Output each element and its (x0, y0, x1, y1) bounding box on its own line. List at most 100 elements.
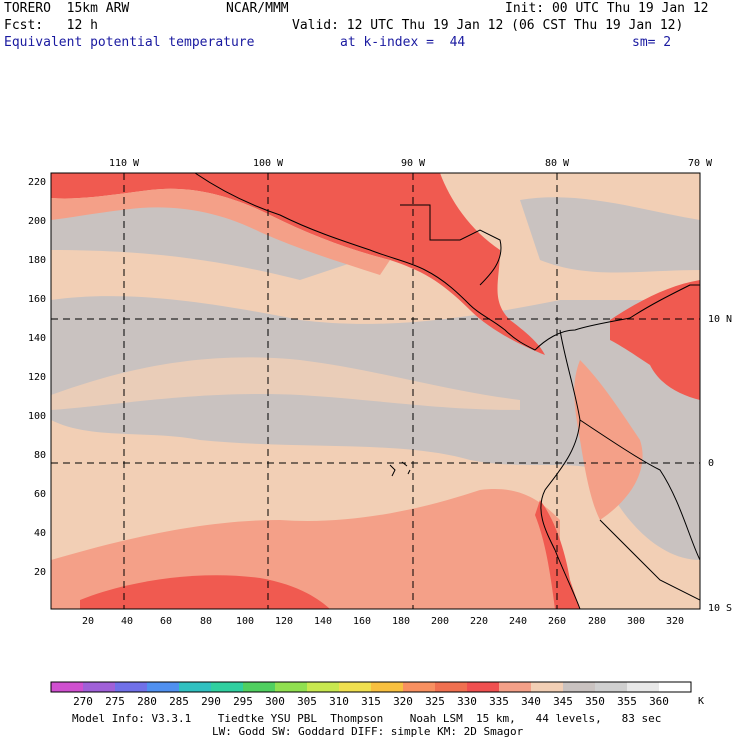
hot-central-america (51, 173, 545, 355)
colorbar (51, 682, 692, 692)
y-tick: 120 (28, 372, 46, 383)
x-tick: 140 (314, 616, 332, 627)
colorbar-label: 300 (265, 695, 285, 708)
colorbar-label: 360 (649, 695, 669, 708)
bottom-ticks: 20 40 60 80 100 120 140 160 180 200 220 … (82, 616, 684, 627)
x-tick: 240 (509, 616, 527, 627)
colorbar-label: 335 (489, 695, 509, 708)
model-title: TORERO 15km ARW (4, 1, 130, 16)
field-plot (51, 173, 700, 609)
colorbar-swatch (371, 682, 404, 692)
y-tick: 60 (34, 489, 46, 500)
y-tick: 220 (28, 177, 46, 188)
colorbar-label: 295 (233, 695, 253, 708)
y-tick: 140 (28, 333, 46, 344)
lon-label: 110 W (109, 158, 140, 169)
colorbar-swatch (179, 682, 212, 692)
left-ticks: 220 200 180 160 140 120 100 80 60 40 20 (28, 177, 46, 578)
colorbar-label: 270 (73, 695, 93, 708)
top-lon-labels: 110 W 100 W 90 W 80 W 70 W (109, 158, 713, 169)
x-tick: 260 (548, 616, 566, 627)
colorbar-swatch (307, 682, 340, 692)
x-tick: 280 (588, 616, 606, 627)
org-label: NCAR/MMM (226, 1, 289, 16)
x-tick: 80 (200, 616, 212, 627)
x-tick: 200 (431, 616, 449, 627)
y-tick: 80 (34, 450, 46, 461)
x-tick: 320 (666, 616, 684, 627)
colorbar-label: 320 (393, 695, 413, 708)
colorbar-label: 350 (585, 695, 605, 708)
colorbar-label: 285 (169, 695, 189, 708)
hot-venezuela (610, 280, 700, 400)
forecast-hour: Fcst: 12 h (4, 18, 98, 33)
lat-label: 10 N (708, 314, 732, 325)
colorbar-swatch (51, 682, 84, 692)
x-tick: 160 (353, 616, 371, 627)
warm-andes (574, 360, 643, 520)
colorbar-swatch (403, 682, 436, 692)
graticule (51, 173, 700, 609)
colorbar-label: 315 (361, 695, 381, 708)
x-tick: 40 (121, 616, 133, 627)
x-tick: 300 (627, 616, 645, 627)
valid-time: Valid: 12 UTC Thu 19 Jan 12 (06 CST Thu … (292, 18, 684, 33)
lat-label: 10 S (708, 603, 732, 614)
colorbar-label: 325 (425, 695, 445, 708)
lat-label: 0 (708, 458, 714, 469)
lon-label: 80 W (545, 158, 570, 169)
colorbar-swatch (243, 682, 276, 692)
y-tick: 160 (28, 294, 46, 305)
colorbar-unit: K (698, 696, 704, 707)
lon-label: 100 W (253, 158, 284, 169)
colorbar-swatch (83, 682, 116, 692)
gray-patch-east (520, 197, 700, 273)
lon-label: 90 W (401, 158, 426, 169)
y-tick: 100 (28, 411, 46, 422)
colorbar-swatch (147, 682, 180, 692)
x-tick: 60 (160, 616, 172, 627)
field-name: Equivalent potential temperature (4, 35, 255, 50)
colorbar-label: 340 (521, 695, 541, 708)
lon-label: 70 W (688, 158, 713, 169)
init-time: Init: 00 UTC Thu 19 Jan 12 (505, 1, 709, 16)
x-tick: 100 (236, 616, 254, 627)
colorbar-label: 330 (457, 695, 477, 708)
colorbar-swatch (467, 682, 500, 692)
colorbar-swatch (627, 682, 660, 692)
colorbar-swatch (275, 682, 308, 692)
colorbar-label: 310 (329, 695, 349, 708)
right-lat-labels: 10 N 0 10 S (708, 314, 732, 614)
colorbar-swatch (531, 682, 564, 692)
x-tick: 120 (275, 616, 293, 627)
gray-patch-north (51, 193, 360, 280)
light-band (51, 357, 520, 410)
x-tick: 220 (470, 616, 488, 627)
y-tick: 20 (34, 567, 46, 578)
colorbar-label: 305 (297, 695, 317, 708)
y-tick: 40 (34, 528, 46, 539)
model-info-line1: Model Info: V3.3.1 Tiedtke YSU PBL Thomp… (72, 712, 662, 725)
colorbar-label: 275 (105, 695, 125, 708)
coastlines (194, 173, 700, 609)
y-tick: 200 (28, 216, 46, 227)
level-info: at k-index = 44 (340, 35, 466, 50)
colorbar-label: 345 (553, 695, 573, 708)
colorbar-swatch (563, 682, 596, 692)
colorbar-label: 290 (201, 695, 221, 708)
colorbar-label: 355 (617, 695, 637, 708)
colorbar-swatch (339, 682, 372, 692)
colorbar-swatch (435, 682, 468, 692)
colorbar-swatch (115, 682, 148, 692)
y-tick: 180 (28, 255, 46, 266)
colorbar-label: 280 (137, 695, 157, 708)
x-tick: 180 (392, 616, 410, 627)
colorbar-frame (50, 681, 692, 693)
colorbar-swatch (211, 682, 244, 692)
model-info-line2: LW: Godd SW: Goddard DIFF: simple KM: 2D… (212, 725, 524, 738)
map-frame (50, 172, 701, 610)
colorbar-swatch (595, 682, 628, 692)
x-tick: 20 (82, 616, 94, 627)
smoothing-info: sm= 2 (632, 35, 672, 50)
